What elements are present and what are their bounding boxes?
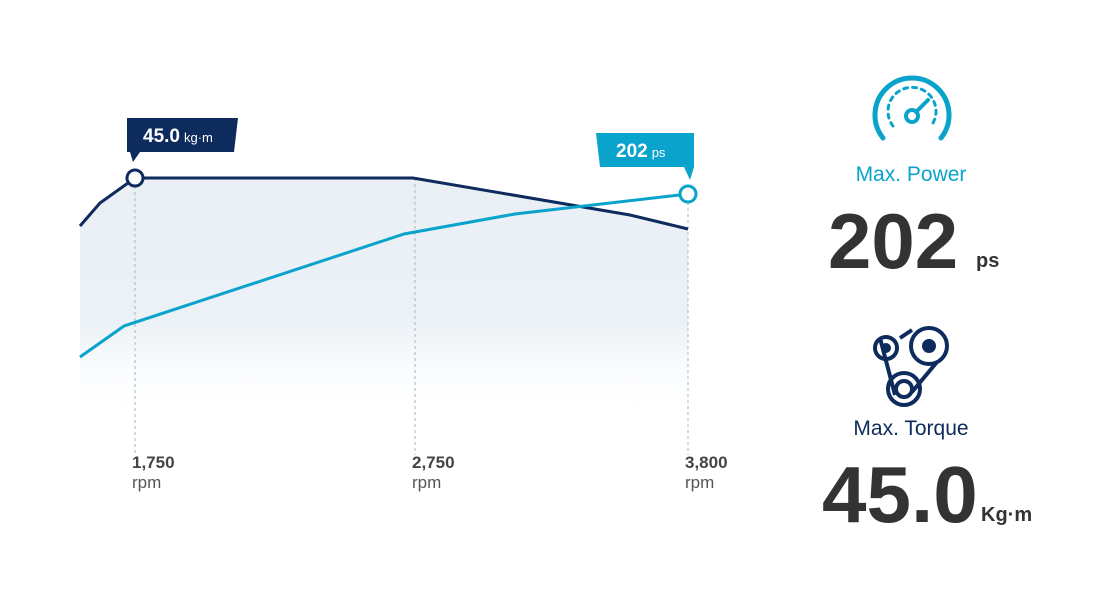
power-callout [596,133,694,180]
spec-value: 202 [828,197,958,285]
text: 202 [616,141,648,162]
text: kg·m [184,130,213,145]
rpm-value: 2,750 [412,453,455,472]
spec-title: Max. Torque [853,417,968,440]
spec-unit: ps [976,250,999,272]
rpm-unit: rpm [412,473,441,492]
guides [134,178,689,455]
spec-value: 45.0 [822,450,978,539]
rpm-value: 3,800 [685,453,728,472]
belt-icon [873,326,949,407]
speedometer-icon [872,75,952,141]
spec-title: Max. Power [856,163,967,186]
callout: 45.0 kg·m [143,126,213,147]
callout: 202 ps [616,141,666,162]
rpm-unit: rpm [685,473,714,492]
text: 45.0 [143,126,180,147]
power-point [678,184,698,204]
torque-callout [127,118,238,162]
spec-unit: Kg·m [981,504,1032,526]
text: ps [652,145,666,160]
area-fill [80,178,688,420]
rpm-value: 1,750 [132,453,175,472]
torque-point [125,168,145,188]
torque-curve [78,176,689,231]
rpm-unit: rpm [132,473,161,492]
power-curve [79,192,689,359]
